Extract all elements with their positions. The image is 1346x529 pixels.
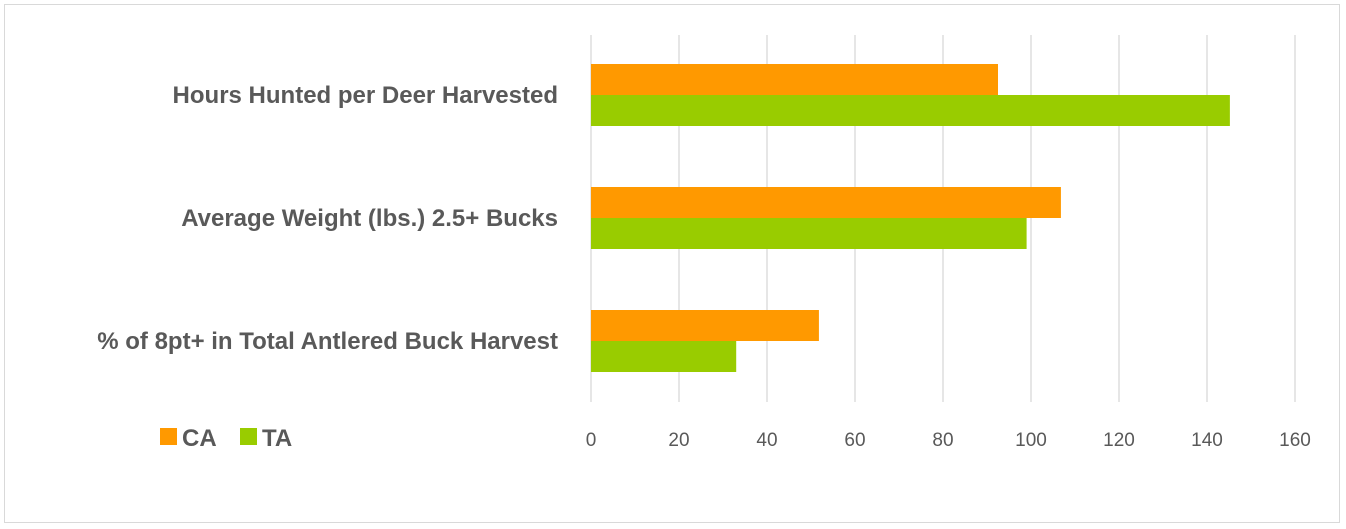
bar-ca-0: [591, 64, 998, 95]
bar-ta-0: [591, 95, 1230, 126]
category-label-1: Average Weight (lbs.) 2.5+ Bucks: [181, 205, 558, 232]
legend-swatch-ta: [240, 428, 257, 445]
x-tick-label-60: 60: [844, 430, 865, 451]
x-tick-label-40: 40: [756, 430, 777, 451]
x-tick-label-100: 100: [1015, 430, 1047, 451]
bar-ta-2: [591, 341, 737, 372]
x-tick-label-140: 140: [1191, 430, 1223, 451]
bar-ta-1: [591, 218, 1027, 249]
legend-label-ca: CA: [182, 425, 217, 452]
x-tick-label-20: 20: [668, 430, 689, 451]
bar-ca-2: [591, 310, 819, 341]
legend: CA TA: [160, 425, 292, 452]
x-tick-label-160: 160: [1279, 430, 1311, 451]
x-tick-labels: 0 20 40 60 80 100 120 140 160: [586, 430, 1311, 451]
legend-label-ta: TA: [262, 425, 292, 452]
bars: [591, 64, 1230, 372]
x-tick-label-120: 120: [1103, 430, 1135, 451]
x-tick-label-0: 0: [586, 430, 597, 451]
bar-ca-1: [591, 187, 1061, 218]
category-label-0: Hours Hunted per Deer Harvested: [173, 82, 558, 109]
legend-swatch-ca: [160, 428, 177, 445]
category-labels: Hours Hunted per Deer Harvested Average W…: [97, 82, 558, 355]
category-label-2: % of 8pt+ in Total Antlered Buck Harvest: [97, 328, 558, 355]
x-tick-label-80: 80: [932, 430, 953, 451]
